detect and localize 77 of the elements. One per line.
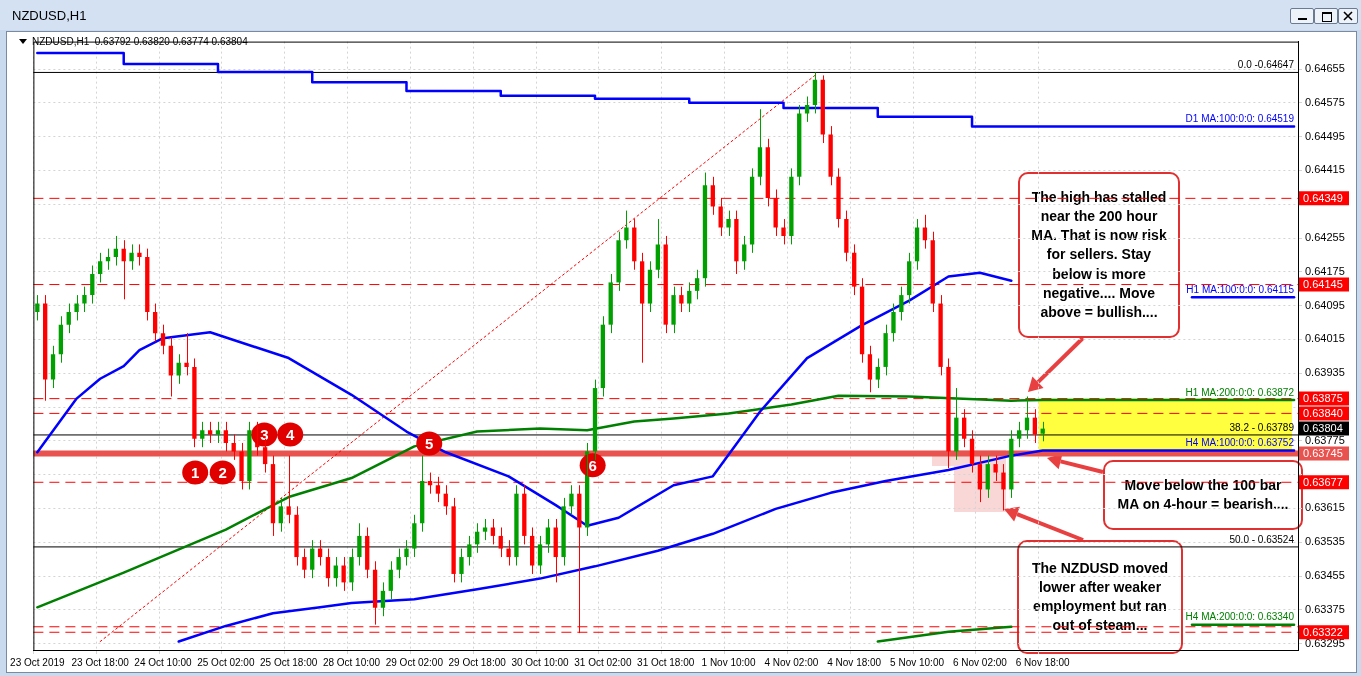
y-tick-label: 0.64495 — [1305, 129, 1345, 142]
candlestick — [412, 514, 417, 558]
y-tick-label: 0.64095 — [1305, 298, 1345, 311]
candlestick — [891, 303, 896, 343]
x-tick-label: 6 Nov 18:00 — [1015, 656, 1071, 668]
candlestick — [302, 548, 307, 579]
y-tick-label: 0.64175 — [1305, 264, 1345, 277]
y-tick-label: 0.63615 — [1305, 501, 1345, 514]
x-tick-label: 23 Oct 2019 — [10, 656, 65, 668]
candlestick — [671, 286, 676, 334]
chart-title: NZDUSD,H1 — [12, 8, 87, 23]
candlestick — [726, 210, 731, 237]
y-tick-label: 0.64015 — [1305, 332, 1345, 345]
text: 0.63804 — [1303, 422, 1343, 435]
y-tick-label: 0.63295 — [1305, 636, 1345, 649]
annotation: H1 MA:200:0:0: 0.63872 — [1185, 386, 1295, 398]
ref-line-label: 0.63875 — [1303, 392, 1343, 405]
ref-line-label: 0.64349 — [1303, 191, 1343, 204]
annotation: H1 MA:100:0:0: 0.64115 — [1186, 283, 1295, 295]
candlestick — [396, 548, 401, 579]
annotation: 4 — [286, 425, 296, 443]
y-tick-label: 0.64415 — [1305, 163, 1345, 176]
y-tick-label: 0.63375 — [1305, 602, 1345, 615]
ref-line-label: 0.63745 — [1303, 447, 1343, 460]
candlestick — [349, 548, 354, 592]
y-tick-label: 0.63935 — [1305, 366, 1345, 379]
y-tick-label: 0.64255 — [1305, 231, 1345, 244]
candlestick — [561, 497, 566, 566]
annotation: 50.0 - 0.63524 — [1229, 533, 1295, 545]
candlestick — [828, 125, 833, 186]
x-tick-label: 1 Nov 10:00 — [701, 656, 756, 668]
candlestick — [294, 505, 299, 566]
x-tick-label: 5 Nov 10:00 — [890, 656, 945, 668]
x-tick-label: 23 Oct 18:00 — [71, 656, 130, 668]
x-tick-label: 31 Oct 02:00 — [574, 656, 632, 668]
ref-line-label: 0.63840 — [1303, 406, 1343, 419]
x-tick-label: 25 Oct 02:00 — [197, 656, 255, 668]
y-tick-label: 0.63535 — [1305, 535, 1345, 548]
ref-line-label: 0.64145 — [1303, 278, 1343, 291]
annotation: D1 MA:100:0:0: 0.64519 — [1185, 113, 1295, 125]
x-tick-label: 6 Nov 02:00 — [952, 656, 1008, 668]
ref-line-label: 0.63322 — [1303, 625, 1343, 638]
candlestick — [844, 210, 849, 262]
annotation: 5 — [425, 434, 434, 452]
x-tick-label: 24 Oct 10:00 — [134, 656, 193, 668]
annotation: H4 MA:200:0:0: 0.63340 — [1185, 611, 1295, 623]
annotation: 3 — [260, 425, 269, 443]
candlestick — [451, 497, 456, 583]
annotation: 0.0 -0.64647 — [1237, 59, 1295, 71]
annotation: 6 — [588, 456, 597, 474]
x-tick-label: 30 Oct 10:00 — [511, 656, 570, 668]
candlestick — [679, 286, 684, 313]
x-tick-label: 31 Oct 18:00 — [637, 656, 695, 668]
y-tick-label: 0.64655 — [1305, 62, 1345, 75]
y-tick-label: 0.64575 — [1305, 95, 1345, 108]
candlestick — [357, 522, 362, 566]
candlestick — [616, 231, 621, 292]
candlestick — [883, 324, 888, 376]
x-tick-label: 4 Nov 02:00 — [764, 656, 819, 668]
candlestick — [514, 484, 519, 566]
candlestick — [789, 167, 794, 245]
x-tick-label: 4 Nov 18:00 — [827, 656, 882, 668]
annotation: 1 — [191, 463, 200, 481]
y-tick-label: 0.63455 — [1305, 569, 1345, 582]
x-tick-label: 29 Oct 02:00 — [385, 656, 444, 668]
candlestick — [938, 294, 943, 376]
callout-box: The NZDUSD moved lower after weaker employment but ran out of steam... — [1017, 540, 1183, 654]
ref-line-label: 0.63677 — [1303, 475, 1343, 488]
candlestick — [459, 548, 464, 583]
candlestick — [247, 421, 252, 490]
candlestick — [82, 286, 87, 313]
annotation: 2 — [218, 463, 227, 481]
x-tick-label: 25 Oct 18:00 — [260, 656, 318, 668]
y-tick-label: 0.63775 — [1305, 433, 1345, 446]
x-tick-label: 28 Oct 10:00 — [322, 656, 381, 668]
candlestick — [734, 210, 739, 275]
x-tick-label: 29 Oct 18:00 — [448, 656, 507, 668]
